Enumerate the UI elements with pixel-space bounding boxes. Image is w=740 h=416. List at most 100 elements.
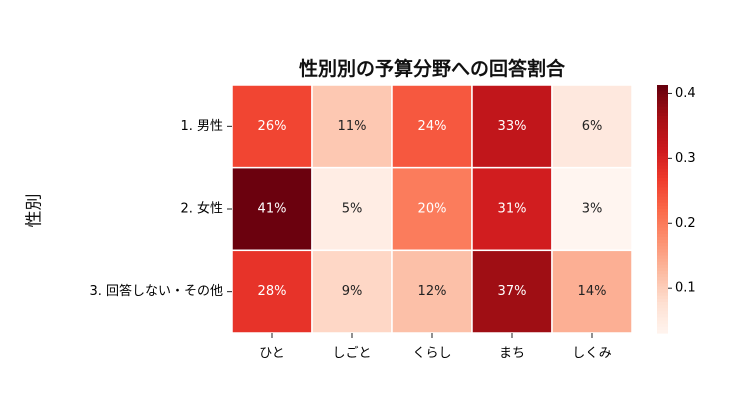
colorbar-segment [657, 202, 668, 207]
colorbar-segment [657, 292, 668, 297]
colorbar-segment [657, 246, 668, 250]
colorbar-tick-label: 0.3 [675, 151, 696, 166]
colorbar-segment [657, 190, 668, 195]
colorbar-segment [657, 233, 668, 238]
heatmap-cell [551, 84, 633, 169]
colorbar-segment [657, 212, 668, 216]
cell-label: 5% [342, 202, 363, 217]
colorbar-segment [657, 153, 668, 157]
colorbar-segment [657, 184, 668, 188]
colorbar-segment [657, 249, 668, 253]
heatmap-cell [471, 249, 553, 334]
colorbar-segment [657, 100, 668, 105]
colorbar-segment [657, 116, 668, 120]
x-tick-label: しくみ [572, 346, 612, 361]
colorbar-segment [657, 236, 668, 241]
cell-label: 28% [258, 284, 287, 299]
heatmap-cell [231, 249, 313, 334]
colorbar-tick-label: 0.1 [675, 281, 696, 296]
colorbar-segment [657, 317, 668, 322]
colorbar-segment [657, 128, 668, 133]
colorbar-segment [657, 252, 668, 257]
colorbar-segment [657, 218, 668, 222]
colorbar-segment [657, 131, 668, 136]
y-tick-label: 1. 男性 [180, 119, 223, 134]
colorbar-segment [657, 271, 668, 275]
colorbar-segment [657, 311, 668, 315]
colorbar-segment [657, 298, 668, 303]
cell-label: 37% [498, 284, 527, 299]
colorbar-segment [657, 174, 668, 179]
colorbar-segment [657, 162, 668, 167]
colorbar-segment [657, 97, 668, 102]
heatmap-cell [551, 249, 633, 334]
colorbar-segment [657, 171, 668, 176]
colorbar-segment [657, 215, 668, 219]
colorbar-tick-label: 0.4 [675, 86, 696, 101]
y-tick-label: 2. 女性 [180, 201, 223, 217]
colorbar-segment [657, 205, 668, 210]
y-tick-label: 3. 回答しない・その他 [89, 283, 223, 299]
colorbar-segment [657, 88, 668, 92]
colorbar-segment [657, 193, 668, 198]
colorbar-segment [657, 323, 668, 328]
cell-label: 31% [498, 202, 527, 217]
heatmap-cell [391, 249, 473, 334]
x-tick-label: しごと [332, 345, 371, 361]
cell-label: 12% [418, 284, 447, 299]
colorbar-segment [657, 240, 668, 244]
colorbar-segment [657, 320, 668, 325]
colorbar-segment [657, 308, 668, 312]
colorbar-segment [657, 329, 668, 334]
colorbar-segment [657, 147, 668, 151]
cell-label: 11% [338, 119, 367, 134]
colorbar-segment [657, 255, 668, 260]
colorbar-segment [657, 178, 668, 182]
x-tick-label: ひと [259, 346, 285, 361]
cell-label: 41% [258, 202, 287, 217]
colorbar-segment [657, 94, 668, 98]
heatmap-cell [311, 166, 393, 252]
colorbar-segment [657, 187, 668, 191]
colorbar-segment [657, 122, 668, 126]
colorbar-segment [657, 224, 668, 229]
colorbar-segment [657, 125, 668, 129]
cell-label: 6% [582, 119, 603, 134]
x-tick-label: まち [499, 346, 525, 361]
colorbar-segment [657, 168, 668, 173]
colorbar-segment [657, 103, 668, 108]
colorbar-segment [657, 140, 668, 145]
colorbar-segment [657, 221, 668, 226]
colorbar-segment [657, 302, 668, 306]
colorbar-segment [657, 274, 668, 278]
x-tick-label: くらし [412, 346, 451, 361]
colorbar-segment [657, 109, 668, 114]
colorbar-segment [657, 243, 668, 247]
cell-label: 24% [418, 119, 447, 134]
colorbar-segment [657, 143, 668, 148]
colorbar-segment [657, 134, 668, 139]
colorbar-segment [657, 267, 668, 272]
cell-label: 20% [418, 202, 447, 217]
colorbar-segment [657, 295, 668, 300]
colorbar-tick-label: 0.2 [675, 216, 696, 231]
colorbar-segment [657, 165, 668, 170]
colorbar-segment [657, 283, 668, 288]
colorbar-segment [657, 181, 668, 185]
colorbar-segment [657, 137, 668, 142]
colorbar-segment [657, 196, 668, 201]
cell-label: 33% [498, 119, 527, 134]
colorbar-segment [657, 209, 668, 213]
colorbar-segment [657, 305, 668, 309]
colorbar-segment [657, 261, 668, 266]
heatmap-cell [391, 166, 473, 252]
colorbar-segment [657, 156, 668, 160]
cell-label: 14% [578, 284, 607, 299]
colorbar-segment [657, 264, 668, 269]
colorbar-segment [657, 112, 668, 117]
heatmap-cell [311, 249, 393, 334]
colorbar-segment [657, 326, 668, 331]
colorbar-segment [657, 106, 668, 111]
